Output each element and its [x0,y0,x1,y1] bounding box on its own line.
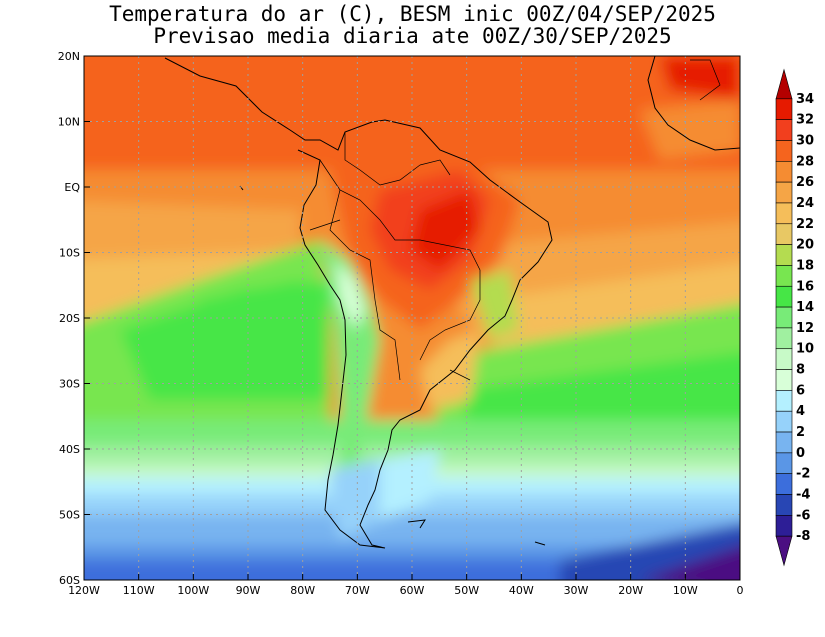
colorbar-label: 32 [796,113,814,128]
lat-tick-label: 20N [58,50,80,63]
lat-tick-label: 10S [59,247,80,260]
colorbar-label: 14 [796,300,814,315]
colorbar-label: 2 [796,425,805,440]
colorbar-segment [775,98,793,120]
temperature-field [84,56,740,580]
lon-tick-label: 70W [345,584,370,597]
lon-tick-label: 40W [509,584,534,597]
colorbar-label: 30 [796,133,814,148]
lon-tick-label: 10W [673,584,698,597]
gridlines [84,56,740,580]
colorbar-segment [775,494,793,516]
colorbar-segment [775,327,793,350]
colorbar-segment [775,473,793,495]
colorbar-label: 34 [796,92,814,107]
lon-tick-label: 60W [400,584,425,597]
colorbar-segment [775,431,793,454]
colorbar-label: 6 [796,383,805,398]
lon-tick-label: 100W [177,584,209,597]
colorbar-segment [775,410,793,433]
colorbar-label: 20 [796,238,814,253]
colorbar-segment [775,369,793,391]
colorbar-label: -2 [796,467,810,482]
lon-tick-label: 120W [68,584,100,597]
colorbar-segment [775,244,793,266]
colorbar-segment [775,348,793,370]
colorbar-segment [775,140,793,162]
colorbar-label: 8 [796,363,805,378]
country-borders [309,59,721,381]
colorbar-label: 28 [796,154,814,169]
title-line-2: Previsao media diaria ate 00Z/30/SEP/202… [153,24,672,48]
colorbar-segment [775,515,793,537]
lon-tick-label: 80W [290,584,315,597]
colorbar-label: 10 [796,342,814,357]
colorbar-label: 4 [796,404,805,419]
colorbar-segment [775,390,793,412]
colorbar-label: -4 [796,488,810,503]
colorbar-label: 12 [796,321,814,336]
colorbar-segment [775,306,793,329]
lat-tick-label: 20S [59,312,80,325]
lon-tick-label: 20W [618,584,643,597]
lon-tick-label: 0 [737,584,744,597]
colorbar-label: 0 [796,446,805,461]
lat-tick-label: 10N [58,116,80,129]
colorbar-label: 16 [796,279,814,294]
lat-tick-label: 30S [59,378,80,391]
colorbar-segment [775,265,793,287]
colorbar-label: -8 [796,529,810,544]
axes: 120W 110W 100W 90W 80W 70W 60W 50W 40W 30W 20W 10W 0… [58,50,744,597]
lat-tick-label: 50S [59,509,80,522]
colorbar-label: 26 [796,175,814,190]
colorbar-segment [775,119,793,141]
lon-tick-label: 110W [123,584,155,597]
title-line-1: Temperatura do ar (C), BESM inic 00Z/04/… [109,2,716,26]
lat-tick-label: 40S [59,443,80,456]
lat-tick-label: 60S [59,574,80,587]
colorbar-bottom-arrow [775,535,793,567]
colorbar-segment [775,452,793,474]
lat-tick-label: EQ [64,181,80,194]
colorbar-segment [775,181,793,204]
lon-tick-label: 50W [454,584,479,597]
colorbar-segment [775,223,793,245]
colorbar-segment [775,161,793,183]
colorbar-label: -6 [796,508,810,523]
colorbar-label: 24 [796,196,814,211]
lon-tick-label: 30W [564,584,589,597]
colorbar-label: 18 [796,258,814,273]
lon-tick-label: 90W [236,584,261,597]
colorbar-label: 22 [796,217,814,232]
colorbar-segment [775,285,793,308]
colorbar-segment [775,202,793,225]
colorbar-top-arrow [775,68,793,100]
